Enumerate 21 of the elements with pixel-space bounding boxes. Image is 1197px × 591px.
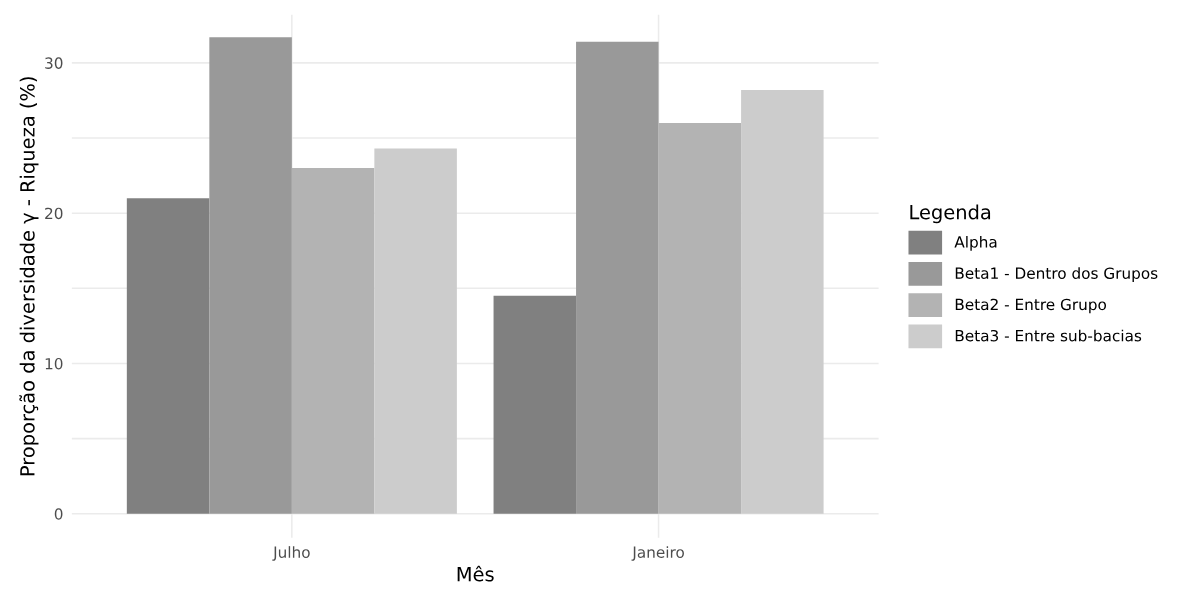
bar: [493, 295, 577, 514]
legend-title: Legenda: [910, 204, 991, 224]
bar: [209, 37, 292, 514]
x-tick-label: Julho: [272, 546, 310, 561]
y-tick-label: 20: [45, 207, 63, 220]
y-tick-label: 30: [45, 57, 63, 69]
bar: [374, 148, 457, 514]
legend-label: Beta2 - Entre Grupo: [955, 298, 1107, 314]
y-tick-label: 10: [45, 357, 63, 370]
bar: [291, 168, 375, 514]
bar: [741, 89, 824, 514]
legend-label: Beta3 - Entre sub-bacias: [955, 329, 1142, 342]
legend-label: Alpha: [954, 235, 997, 251]
y-axis-title: Proporção da diversidade γ - Riqueza (%): [19, 77, 39, 476]
legend-label: Beta1 - Dentro dos Grupos: [955, 267, 1158, 282]
x-tick-label: Janeiro: [631, 546, 684, 561]
bar: [576, 41, 659, 514]
x-axis-title: Mês: [457, 565, 494, 582]
bar: [126, 198, 210, 514]
bar: [658, 122, 742, 514]
y-tick-label: 0: [54, 508, 63, 520]
